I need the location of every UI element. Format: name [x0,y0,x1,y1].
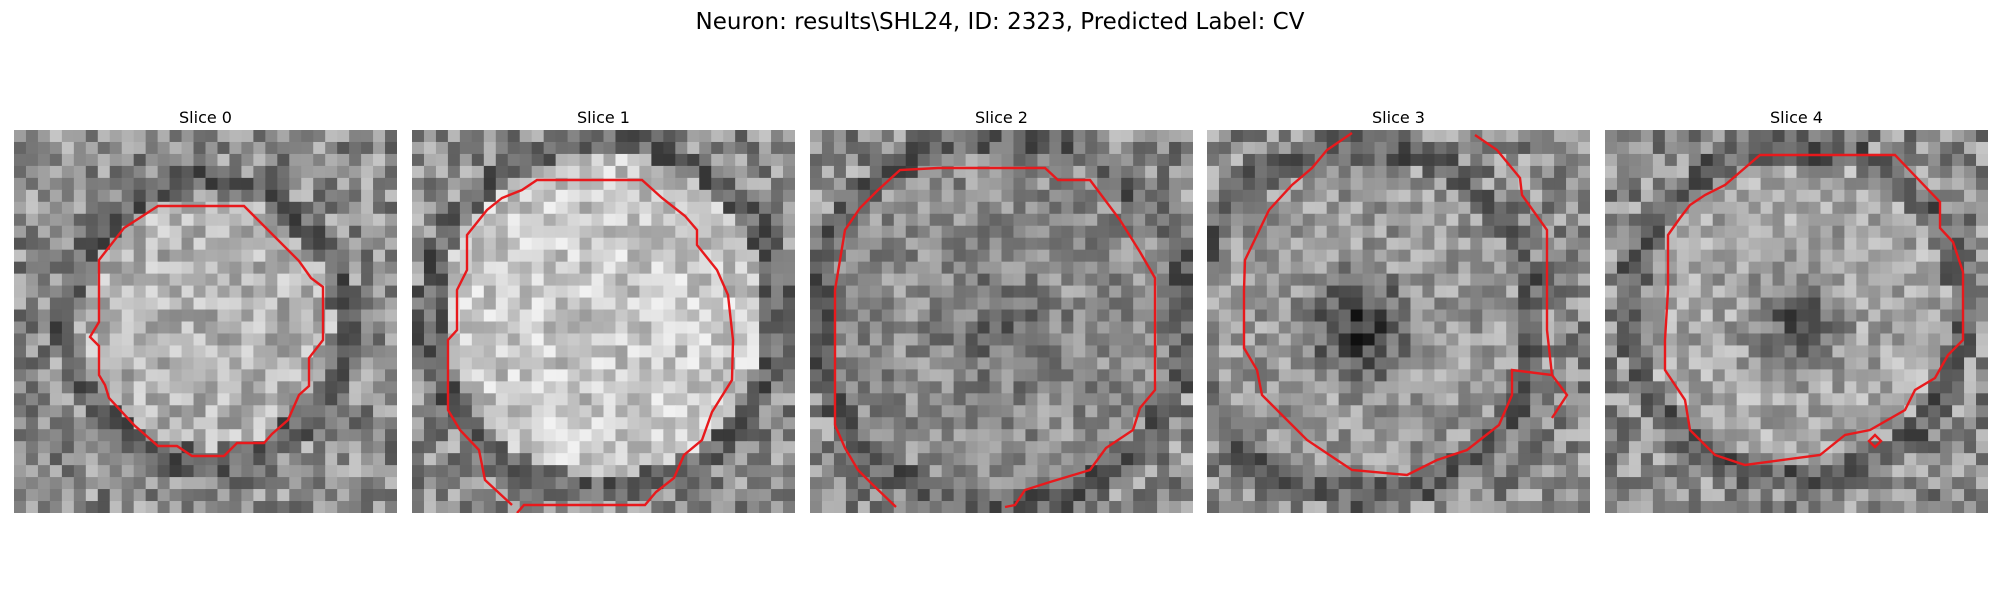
segmentation-contour [1474,134,1554,376]
slice-image-1 [412,130,795,513]
segmentation-contour [88,204,325,458]
slice-panel-3: Slice 3 [1207,106,1590,513]
slice-image-4 [1605,130,1988,513]
slice-panel-2: Slice 2 [810,106,1193,513]
slice-image-2 [810,130,1193,513]
slice-title-2: Slice 2 [975,108,1028,127]
slice-title-1: Slice 1 [577,108,630,127]
slice-title-3: Slice 3 [1372,108,1425,127]
slice-title-4: Slice 4 [1770,108,1823,127]
figure-title: Neuron: results\SHL24, ID: 2323, Predict… [695,9,1305,35]
slice-panel-1: Slice 1 [412,106,795,513]
segmentation-contour [1867,433,1883,449]
slice-image-3 [1207,130,1590,513]
slice-image-0 [14,130,397,513]
slice-panel-0: Slice 0 [14,106,397,513]
segmentation-contour [1242,132,1569,477]
slice-panel-4: Slice 4 [1605,106,1988,513]
segmentation-contour [446,178,735,513]
segmentation-contour [833,166,1157,509]
segmentation-contour [1663,153,1965,467]
slice-title-0: Slice 0 [179,108,232,127]
